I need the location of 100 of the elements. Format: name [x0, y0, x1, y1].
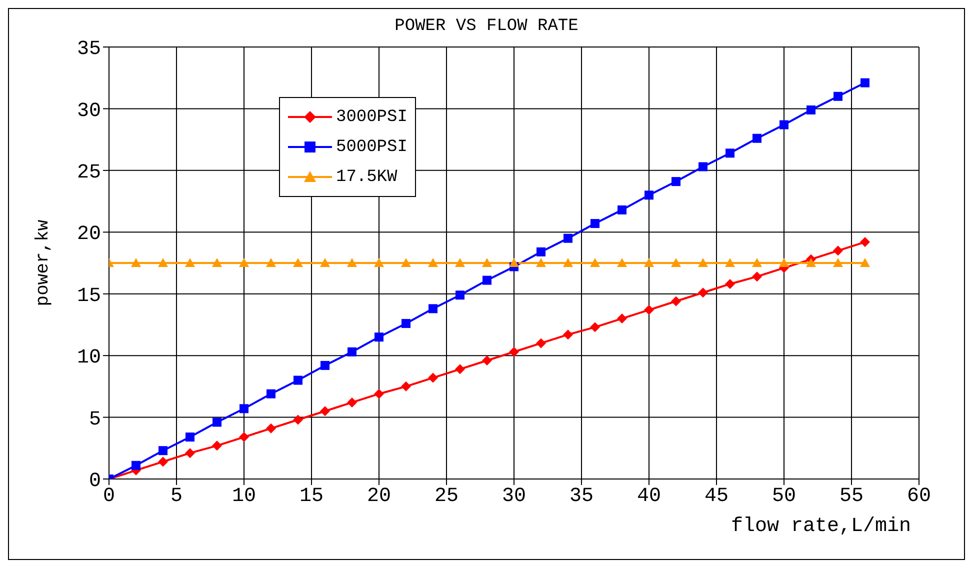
point: [860, 258, 870, 267]
point: [860, 78, 870, 88]
point: [428, 304, 438, 314]
point: [266, 389, 276, 398]
point: [455, 364, 465, 374]
point: [266, 423, 276, 434]
point: [185, 258, 195, 267]
point: [428, 372, 438, 383]
y-tick-label: 5: [88, 408, 101, 432]
point: [240, 404, 248, 414]
point: [752, 258, 762, 267]
point: [860, 237, 870, 248]
point: [186, 432, 194, 442]
point: [671, 258, 681, 267]
point: [780, 120, 788, 130]
y-tick-label: 30: [76, 100, 101, 123]
point: [239, 432, 249, 442]
point: [482, 276, 492, 285]
point: [401, 381, 411, 392]
point: [402, 318, 410, 328]
point: [132, 460, 140, 470]
point: [698, 258, 708, 267]
point: [158, 446, 168, 456]
point: [618, 205, 626, 214]
point: [131, 258, 141, 267]
point: [564, 234, 572, 243]
point: [644, 258, 654, 267]
point: [509, 346, 519, 357]
y-tick-label: 35: [76, 38, 101, 62]
point: [482, 356, 492, 366]
point: [348, 347, 356, 356]
point: [644, 190, 654, 200]
x-tick-label: 50: [772, 485, 796, 508]
point: [590, 219, 600, 228]
point: [158, 258, 168, 267]
point: [806, 258, 816, 267]
point: [347, 258, 357, 267]
chart-title: POWER VS FLOW RATE: [394, 17, 580, 38]
point: [401, 258, 411, 267]
point: [833, 246, 843, 256]
point: [752, 272, 762, 282]
point: [455, 258, 465, 267]
point: [644, 304, 654, 315]
point: [698, 162, 708, 172]
point: [726, 148, 734, 158]
point: [294, 376, 302, 385]
point: [536, 338, 546, 348]
x-tick-label: 5: [170, 485, 183, 508]
point: [266, 258, 276, 267]
point: [293, 258, 303, 267]
point: [374, 388, 384, 399]
x-axis-title: flow rate,L/min: [730, 515, 911, 538]
point: [806, 105, 816, 114]
x-tick-label: 20: [366, 485, 392, 508]
point: [185, 448, 195, 458]
x-tick-label: 30: [502, 485, 526, 508]
point: [212, 418, 222, 427]
x-tick-label: 35: [569, 485, 594, 508]
point: [590, 258, 600, 267]
x-tick-label: 60: [906, 485, 932, 508]
point: [509, 258, 519, 267]
point: [212, 258, 222, 267]
point: [617, 314, 627, 324]
x-tick-label: 15: [299, 485, 324, 508]
point: [617, 258, 627, 267]
x-tick-label: 25: [434, 485, 459, 508]
legend-label: 5000PSI: [336, 138, 408, 156]
point: [725, 278, 735, 289]
x-tick-label: 10: [232, 485, 256, 508]
point: [833, 258, 843, 267]
y-tick-label: 0: [88, 470, 101, 494]
point: [563, 258, 573, 267]
point: [672, 177, 680, 186]
point: [293, 414, 303, 425]
y-tick-label: 25: [76, 162, 101, 185]
point: [374, 258, 384, 267]
point: [482, 258, 492, 267]
y-axis-title: power,kw: [33, 220, 54, 306]
point: [347, 397, 357, 408]
x-tick-label: 45: [704, 485, 729, 508]
x-tick-label: 55: [839, 485, 864, 508]
point: [725, 258, 735, 267]
point: [752, 134, 762, 143]
y-tick-label: 20: [76, 223, 101, 246]
point: [779, 258, 789, 267]
point: [158, 456, 168, 467]
point: [320, 406, 330, 416]
point: [834, 92, 842, 101]
point: [239, 258, 249, 267]
point: [590, 322, 600, 332]
point: [456, 290, 464, 300]
y-tick-label: 15: [76, 284, 101, 308]
point: [320, 360, 330, 370]
point: [374, 332, 384, 342]
point: [536, 258, 546, 267]
point: [428, 258, 438, 267]
point: [320, 258, 330, 267]
point: [671, 296, 681, 306]
x-tick-label: 40: [636, 485, 662, 508]
point: [536, 247, 546, 256]
